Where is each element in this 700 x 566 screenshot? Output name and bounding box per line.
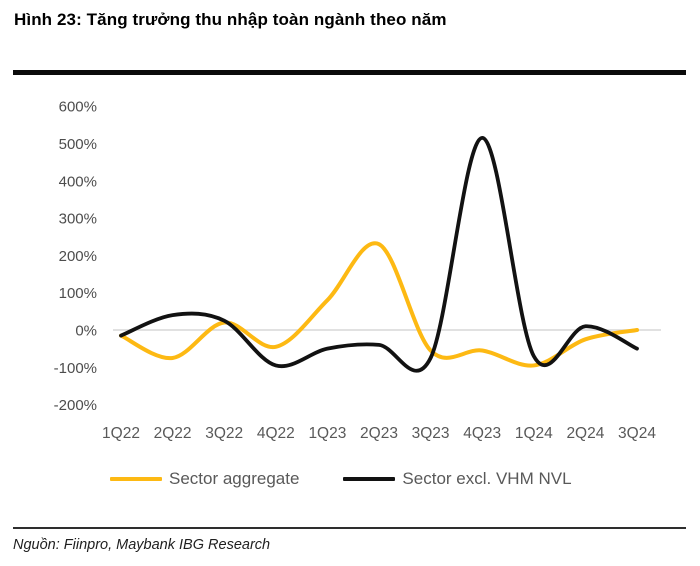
bottom-divider <box>13 527 686 529</box>
legend-label-sector-excl-vhm-nvl: Sector excl. VHM NVL <box>402 469 572 488</box>
legend-line-sector-aggregate <box>110 477 162 481</box>
y-tick-label: 400% <box>59 173 97 190</box>
y-tick-label: -200% <box>54 397 97 414</box>
y-tick-label: 0% <box>75 323 97 340</box>
top-divider <box>13 70 686 75</box>
legend-label-sector-aggregate: Sector aggregate <box>169 469 300 488</box>
legend-item-sector-excl-vhm-nvl: Sector excl. VHM NVL <box>343 469 572 489</box>
y-tick-label: 300% <box>59 211 97 228</box>
source-note: Nguồn: Fiinpro, Maybank IBG Research <box>13 537 271 553</box>
y-tick-label: 200% <box>59 248 97 265</box>
x-axis-label: 4Q22 <box>257 425 295 442</box>
x-axis-label: 1Q23 <box>308 425 346 442</box>
x-axis-label: 2Q24 <box>566 425 604 442</box>
legend-line-sector-excl-vhm-nvl <box>343 477 396 481</box>
x-axis-label: 3Q24 <box>618 425 656 442</box>
chart-legend: Sector aggregate Sector excl. VHM NVL <box>110 467 572 491</box>
legend-item-sector-aggregate: Sector aggregate <box>110 469 299 489</box>
y-tick-label: -100% <box>54 360 97 377</box>
series-line-sector-aggregate <box>119 241 639 368</box>
x-axis-label: 1Q22 <box>102 425 140 442</box>
figure-title: Hình 23: Tăng trưởng thu nhập toàn ngành… <box>14 10 447 29</box>
y-tick-label: 500% <box>59 136 97 153</box>
x-axis-label: 2Q23 <box>360 425 398 442</box>
x-axis-label: 1Q24 <box>515 425 553 442</box>
x-axis-label: 4Q23 <box>463 425 501 442</box>
x-axis-label: 3Q23 <box>412 425 450 442</box>
series-line-sector-excl-vhm-nvl <box>119 136 639 373</box>
y-tick-label: 600% <box>59 99 97 116</box>
x-axis-label: 3Q22 <box>205 425 243 442</box>
x-axis-label: 2Q22 <box>154 425 192 442</box>
y-tick-label: 100% <box>59 285 97 302</box>
